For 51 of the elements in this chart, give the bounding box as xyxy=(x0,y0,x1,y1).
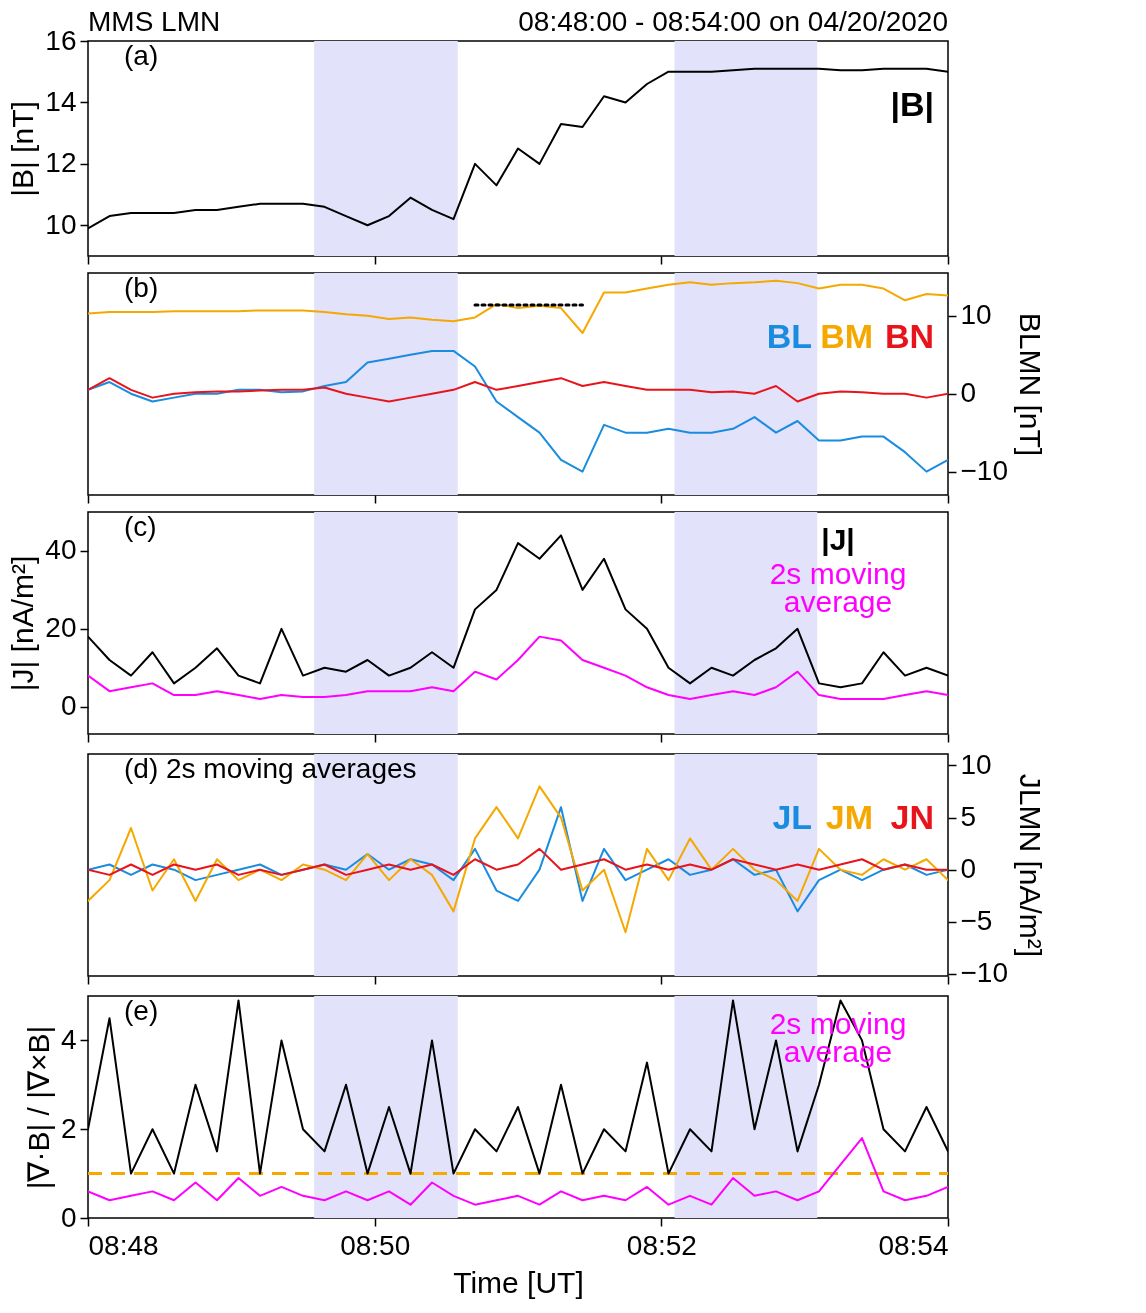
series-label: |B| xyxy=(890,85,934,123)
x-tick-label: 08:54 xyxy=(878,1229,949,1261)
y-tick-label: 2 xyxy=(60,1112,77,1144)
line-series xyxy=(88,785,948,934)
series-label: BM xyxy=(820,317,874,355)
y-axis-title: |B| [nT] xyxy=(6,101,40,197)
y2-tick-label: 0 xyxy=(960,377,977,409)
y-tick-label: 40 xyxy=(45,534,77,566)
series-label: BL xyxy=(766,317,813,355)
annotation: (e) xyxy=(124,995,159,1026)
series-label: JL xyxy=(772,798,813,836)
text: |J| xyxy=(821,523,855,556)
chart-title: MMS LMN xyxy=(88,6,221,37)
y-tick-label: 0 xyxy=(60,690,77,722)
line-series xyxy=(88,377,948,403)
y2-axis-title: BLMN [nT] xyxy=(1014,312,1047,457)
y-tick-label: 14 xyxy=(45,85,77,117)
annotation: (d) 2s moving averages xyxy=(124,753,417,784)
y-tick-label: 10 xyxy=(45,208,77,240)
y-tick-label: 20 xyxy=(45,612,77,644)
y2-tick-label: −10 xyxy=(960,957,1008,989)
annotation: (b) xyxy=(124,272,159,303)
y-axis-title: |∇·B| / |∇×B| xyxy=(21,1025,55,1190)
annotation: (c) xyxy=(124,511,157,542)
y2-tick-label: −5 xyxy=(960,905,993,937)
x-axis-title: Time [UT] xyxy=(453,1265,584,1299)
x-tick-label: 08:48 xyxy=(88,1229,159,1261)
line-series xyxy=(88,1137,948,1206)
chart-subtitle: 08:48:00 - 08:54:00 on 04/20/2020 xyxy=(518,6,948,37)
y2-tick-label: −10 xyxy=(960,455,1008,487)
y2-tick-label: 10 xyxy=(960,299,992,331)
x-tick-label: 08:52 xyxy=(626,1229,697,1261)
series-label: JN xyxy=(890,798,934,836)
line-series xyxy=(88,349,948,473)
y2-tick-label: 5 xyxy=(960,801,977,833)
line-series xyxy=(88,847,948,876)
text: 2s moving average xyxy=(769,557,907,618)
y2-tick-label: 10 xyxy=(960,748,992,780)
y-axis-title: |J| [nA/m²] xyxy=(6,555,40,692)
y-tick-label: 12 xyxy=(45,147,77,179)
line-series xyxy=(88,806,948,913)
y2-tick-label: 0 xyxy=(960,853,977,885)
series-label: JM xyxy=(825,798,874,836)
line-series xyxy=(88,635,948,700)
series-label: BN xyxy=(884,317,934,355)
x-tick-label: 08:50 xyxy=(340,1229,411,1261)
y2-axis-title: JLMN [nA/m²] xyxy=(1014,773,1047,958)
y-tick-label: 16 xyxy=(45,24,77,56)
annotation: (a) xyxy=(124,40,159,71)
y-tick-label: 4 xyxy=(60,1023,77,1055)
y-tick-label: 0 xyxy=(60,1201,77,1233)
